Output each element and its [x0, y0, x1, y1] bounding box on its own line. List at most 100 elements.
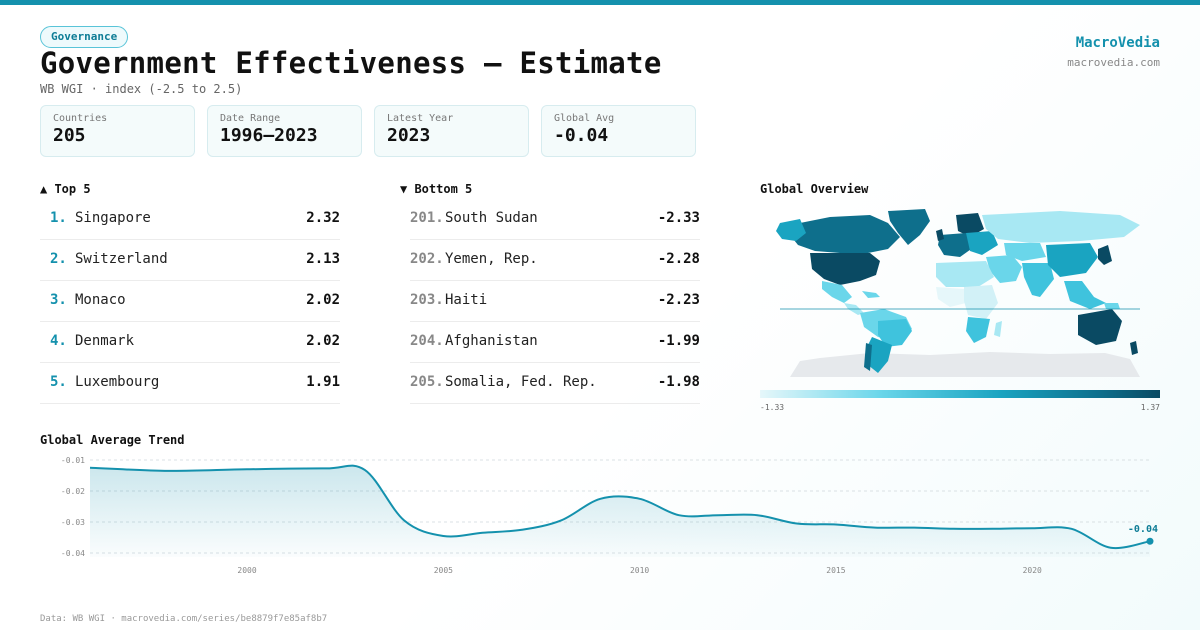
map-region-japan-korea	[1098, 245, 1112, 265]
map-region-china	[1046, 243, 1098, 277]
x-tick-label: 2000	[237, 566, 256, 575]
bottom5-heading: ▼ Bottom 5	[400, 182, 473, 196]
stat-card-date-range: Date Range 1996–2023	[207, 105, 362, 157]
map-region-southern-africa	[966, 317, 990, 343]
map-region-russia	[982, 211, 1140, 243]
map-region-greenland	[888, 209, 930, 245]
map-region-west-africa	[936, 287, 966, 307]
rank-number: 204.	[410, 333, 444, 349]
rank-number: 201.	[410, 210, 444, 226]
country-score: -1.99	[657, 333, 700, 349]
map-region-southeast-asia	[1064, 281, 1106, 309]
stat-card-countries: Countries 205	[40, 105, 195, 157]
trend-heading: Global Average Trend	[40, 433, 185, 447]
bottom5-row[interactable]: 204. Afghanistan -1.99	[410, 322, 700, 363]
top5-row[interactable]: 3. Monaco 2.02	[40, 281, 340, 322]
country-score: 1.91	[306, 374, 340, 390]
trend-chart[interactable]: -0.01 -0.02 -0.03 -0.04 2000 2005 2010 2015 2020…	[40, 450, 1160, 585]
brand-url[interactable]: macrovedia.com	[1067, 56, 1160, 69]
country-name: Yemen, Rep.	[445, 251, 538, 267]
stat-card-global-avg: Global Avg -0.04	[541, 105, 696, 157]
map-region-western-europe	[938, 233, 974, 257]
stat-label: Date Range	[220, 113, 281, 124]
world-map-svg	[776, 209, 1140, 377]
legend-min-label: -1.33	[760, 403, 785, 412]
map-region-madagascar	[994, 321, 1002, 337]
rank-number: 203.	[410, 292, 444, 308]
x-tick-label: 2020	[1023, 566, 1042, 575]
top5-row[interactable]: 4. Denmark 2.02	[40, 322, 340, 363]
legend-max-label: 1.37	[1140, 403, 1160, 412]
bottom5-row[interactable]: 205. Somalia, Fed. Rep. -1.98	[410, 363, 700, 404]
map-region-antarctica	[790, 352, 1140, 377]
map-region-usa	[810, 253, 880, 285]
y-tick-label: -0.01	[61, 456, 85, 465]
rank-number: 1.	[50, 210, 67, 226]
rank-number: 3.	[50, 292, 67, 308]
top5-row[interactable]: 1. Singapore 2.32	[40, 199, 340, 240]
trend-last-point[interactable]	[1146, 537, 1154, 545]
stat-label: Latest Year	[387, 113, 454, 124]
country-name: Haiti	[445, 292, 488, 308]
map-region-middle-east	[986, 255, 1022, 283]
world-choropleth-map[interactable]	[760, 205, 1160, 385]
bottom5-row[interactable]: 202. Yemen, Rep. -2.28	[410, 240, 700, 281]
stat-value: 205	[53, 125, 86, 146]
country-score: -2.28	[657, 251, 700, 267]
country-name: Singapore	[75, 210, 151, 226]
country-name: Luxembourg	[75, 374, 160, 390]
y-tick-label: -0.03	[61, 518, 85, 527]
country-name: Somalia, Fed. Rep.	[445, 374, 597, 390]
page-title: Government Effectiveness — Estimate	[40, 46, 662, 80]
map-region-north-africa	[936, 261, 994, 287]
country-score: 2.13	[306, 251, 340, 267]
map-region-eastern-europe	[966, 231, 998, 255]
country-score: 2.32	[306, 210, 340, 226]
country-score: -2.33	[657, 210, 700, 226]
x-tick-label: 2010	[630, 566, 649, 575]
map-region-uk	[936, 229, 944, 241]
stat-label: Countries	[53, 113, 108, 124]
rank-number: 202.	[410, 251, 444, 267]
trend-line	[89, 464, 1151, 550]
map-region-central-asia	[1004, 243, 1046, 261]
top5-row[interactable]: 2. Switzerland 2.13	[40, 240, 340, 281]
stat-card-latest-year: Latest Year 2023	[374, 105, 529, 157]
y-tick-label: -0.02	[61, 487, 85, 496]
top5-list: 1. Singapore 2.32 2. Switzerland 2.13 3. Mona…	[40, 199, 340, 404]
bottom5-row[interactable]: 201. South Sudan -2.33	[410, 199, 700, 240]
country-score: 2.02	[306, 292, 340, 308]
map-heading: Global Overview	[760, 182, 869, 196]
country-name: Switzerland	[75, 251, 168, 267]
map-region-canada	[790, 215, 900, 253]
rank-number: 4.	[50, 333, 67, 349]
map-region-scandinavia	[956, 213, 984, 237]
country-name: Monaco	[75, 292, 126, 308]
map-region-chile	[864, 343, 872, 371]
stat-value: -0.04	[554, 125, 609, 146]
stat-value: 1996–2023	[220, 125, 318, 146]
map-region-australia	[1078, 309, 1122, 345]
country-score: -1.98	[657, 374, 700, 390]
bottom5-row[interactable]: 203. Haiti -2.23	[410, 281, 700, 322]
country-name: Afghanistan	[445, 333, 538, 349]
map-region-mexico	[822, 281, 852, 303]
map-region-south-asia	[1022, 263, 1054, 297]
rank-number: 5.	[50, 374, 67, 390]
country-name: Denmark	[75, 333, 135, 349]
y-tick-label: -0.04	[61, 549, 85, 558]
category-tag[interactable]: Governance	[40, 26, 129, 48]
x-tick-label: 2005	[434, 566, 453, 575]
x-tick-label: 2015	[826, 566, 845, 575]
country-score: -2.23	[657, 292, 700, 308]
top5-row[interactable]: 5. Luxembourg 1.91	[40, 363, 340, 404]
map-region-alaska	[776, 219, 806, 241]
country-score: 2.02	[306, 333, 340, 349]
rank-number: 205.	[410, 374, 444, 390]
stat-value: 2023	[387, 125, 431, 146]
last-value-label: -0.04	[1128, 524, 1158, 535]
country-name: South Sudan	[445, 210, 538, 226]
brand-name[interactable]: MacroVedia	[1075, 35, 1160, 51]
trend-area	[90, 465, 1150, 557]
map-region-new-zealand	[1130, 341, 1138, 355]
